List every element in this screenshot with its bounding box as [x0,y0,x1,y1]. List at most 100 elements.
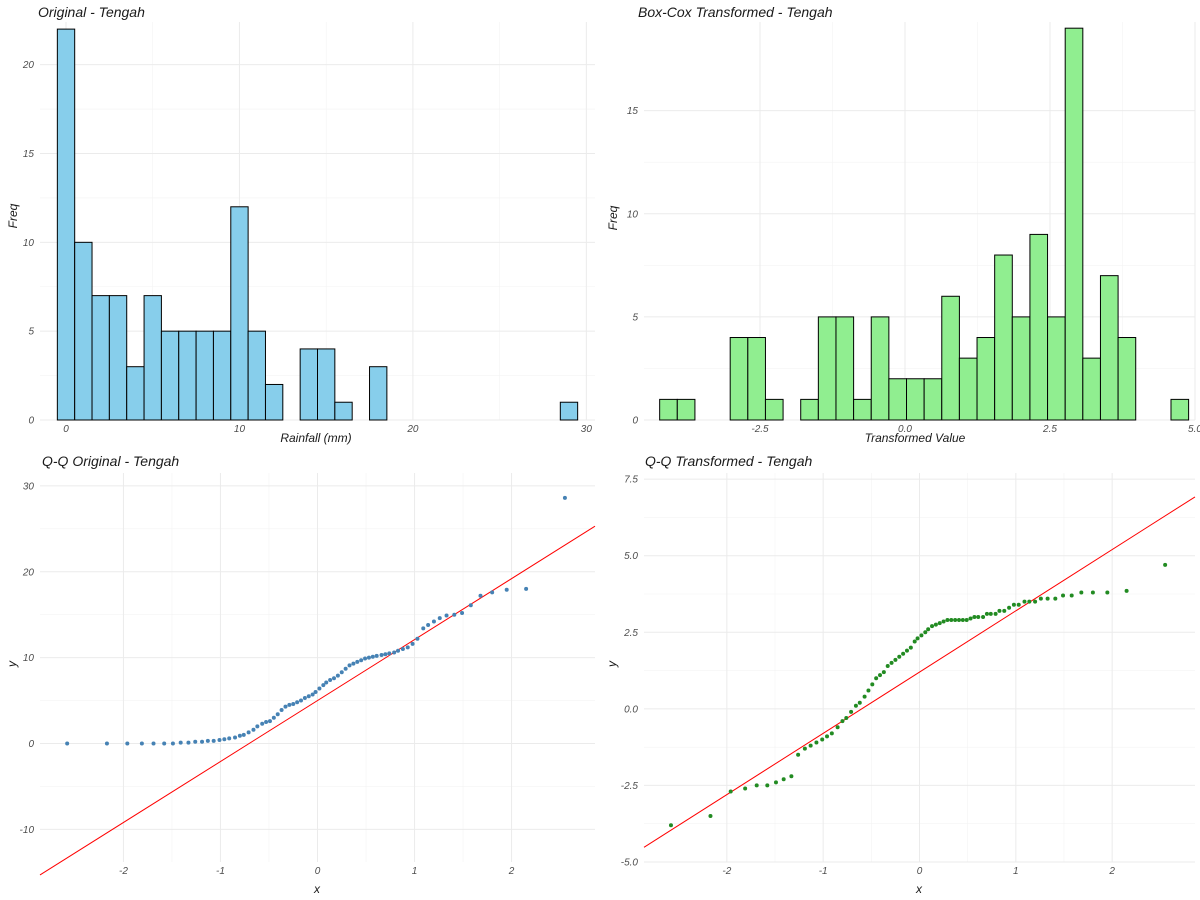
plot-marks [56,28,579,421]
x-tick-label: 2 [1108,866,1115,877]
y-tick-label: -2.5 [621,781,639,792]
histogram-bar [108,295,128,421]
qq-point [904,648,909,653]
qq-point [359,658,364,663]
y-axis-label: Freq [606,205,620,230]
qq-point [1007,605,1012,610]
histogram-bar [800,398,819,421]
qq-point [1027,599,1032,604]
x-axis-label: Transformed Value [865,431,966,445]
qq-point [444,613,449,618]
qq-point [392,650,397,655]
y-axis-label: Freq [6,203,20,228]
y-tick-label: 20 [22,567,35,578]
qq-point [949,618,954,623]
qq-point [335,673,340,678]
qq-point [743,786,748,791]
qq-point [328,677,333,682]
panel-title: Original - Tengah [38,4,145,20]
qq-point [478,593,483,598]
qq-point [317,686,322,691]
histogram-bar [334,401,353,421]
x-tick-label: -1 [819,866,828,877]
panel-qq-transformed: Q-Q Transformed - Tengah x y -2 -1 0 1 2 -5.0… [605,453,1196,896]
histogram-bar [178,330,197,421]
qq-point [953,618,958,623]
qq-point [287,702,292,707]
qq-point [139,741,144,746]
histogram-bar [958,357,978,421]
qq-point [1163,562,1168,567]
y-tick-label: 15 [627,106,639,117]
qq-point [1090,590,1095,595]
histogram-bar [923,378,943,421]
qq-point [387,651,392,656]
qq-point [302,695,307,700]
plot-marks [39,495,596,876]
histogram-bar [1099,275,1119,421]
panel-title: Q-Q Original - Tengah [42,453,179,469]
x-tick-label: 30 [581,424,593,435]
qq-point [379,653,384,658]
qq-point [820,737,825,742]
y-tick-label: 10 [627,209,639,220]
qq-point [460,610,465,615]
x-tick-label: -2.5 [751,424,769,435]
x-tick-label: 1 [412,866,418,877]
qq-point [993,611,998,616]
histogram-bar [212,330,232,421]
qq-reference-line [643,496,1196,848]
qq-point [835,725,840,730]
y-tick-label: -5.0 [621,858,639,869]
x-tick-label: 0 [63,424,69,435]
qq-point [862,694,867,699]
qq-point [1038,596,1043,601]
qq-point [796,752,801,757]
grid [40,473,595,862]
histogram-bar [1011,316,1031,421]
qq-point [410,641,415,646]
histogram-bar [941,295,960,421]
histogram-bar [317,348,336,421]
y-tick-label: 2.5 [623,628,638,639]
qq-point [324,680,329,685]
x-axis-label: x [313,882,321,896]
qq-point [908,645,913,650]
qq-point [972,614,977,619]
qq-point [933,622,938,627]
plot-marks [659,27,1190,421]
qq-point [343,666,348,671]
x-tick-label: 2 [508,866,515,877]
qq-point [217,738,222,743]
qq-point [881,670,886,675]
qq-point [728,789,733,794]
y-tick-label: 7.5 [624,475,638,486]
x-axis-label: Rainfall (mm) [280,431,351,445]
qq-point [363,656,368,661]
qq-point [984,611,989,616]
y-tick-label: 0 [28,739,34,750]
qq-point [988,611,993,616]
qq-point [193,739,198,744]
panel-hist-transformed: Box-Cox Transformed - Tengah Transformed… [606,4,1200,445]
histogram-bar [906,378,925,421]
qq-point [396,648,401,653]
histogram-bar [676,398,696,421]
qq-point [374,653,379,658]
qq-point [964,618,969,623]
histogram-bar [1170,398,1190,421]
histogram-bar [160,330,180,421]
qq-point [825,734,830,739]
x-tick-label: 5.0 [1188,424,1200,435]
qq-point [291,701,296,706]
qq-point [912,639,917,644]
qq-point [222,737,227,742]
qq-point [814,740,819,745]
qq-point [162,741,167,746]
qq-point [1061,593,1066,598]
qq-point [926,627,931,632]
qq-point [840,719,845,724]
qq-reference-line [39,525,596,876]
qq-point [151,741,156,746]
qq-point [981,614,986,619]
